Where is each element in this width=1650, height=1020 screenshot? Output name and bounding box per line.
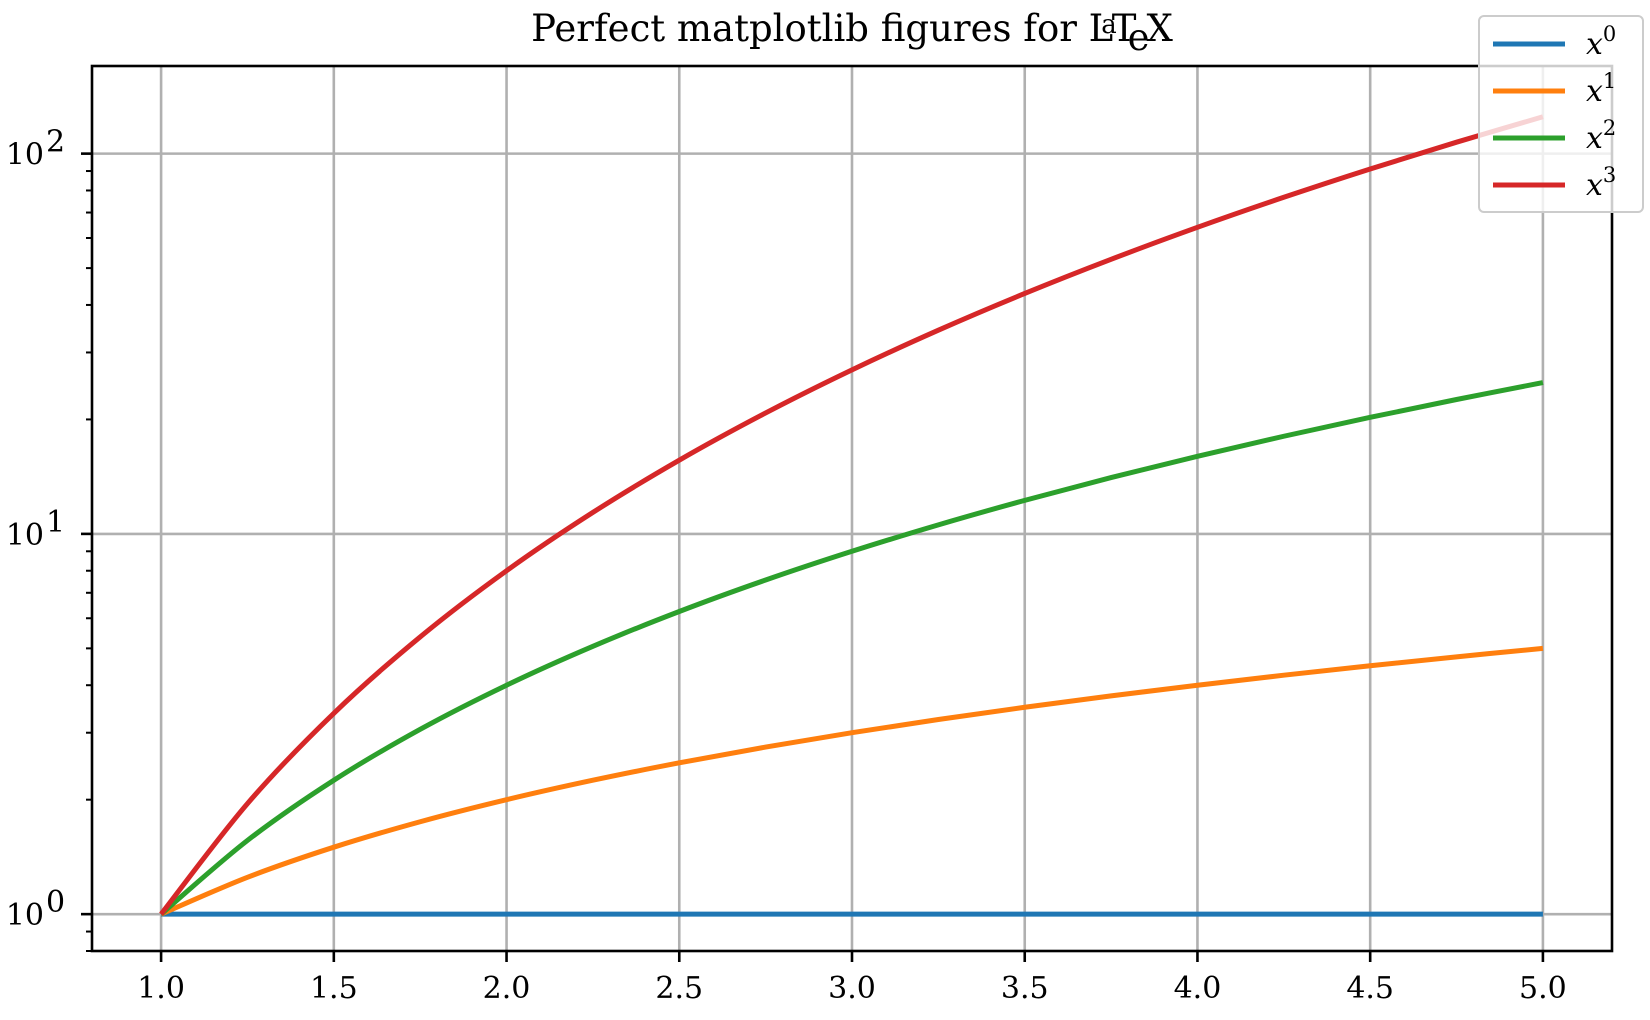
y-tick-label-exponent: 0 [46, 885, 65, 920]
x-tick-label: 2.5 [655, 971, 703, 1006]
legend-label-exponent: 2 [1603, 116, 1616, 140]
x-tick-label: 2.0 [483, 971, 531, 1006]
legend-box [1478, 15, 1644, 213]
x-tick-label: 4.0 [1174, 971, 1222, 1006]
chart-title-main: Perfect matplotlib figures for [531, 7, 1089, 50]
legend-label-exponent: 1 [1603, 69, 1616, 93]
y-tick-label: 10 [6, 898, 44, 933]
y-tick-label-exponent: 1 [46, 505, 65, 540]
latex-logo-part: X [1146, 7, 1173, 50]
latex-logo-part: T [1112, 7, 1137, 50]
plot-axes [81, 64, 1614, 962]
chart-title-text: Perfect matplotlib figures for LaTeX [531, 7, 1173, 59]
grid-lines [92, 66, 1612, 951]
x-tick-label: 5.0 [1519, 971, 1567, 1006]
series-line-x1 [160, 645, 1544, 917]
y-tick-label: 10 [6, 138, 44, 173]
x-tick-label: 4.5 [1346, 971, 1394, 1006]
legend-label-exponent: 3 [1603, 163, 1616, 187]
legend-label-exponent: 0 [1603, 22, 1616, 46]
y-tick-label: 10 [6, 518, 44, 553]
legend-item-x0: x0 [1493, 22, 1616, 62]
x-tick-label: 3.5 [1001, 971, 1049, 1006]
series-lines [159, 114, 1544, 917]
series-line-x3 [159, 114, 1544, 916]
latex-logo-part: e [1128, 16, 1150, 59]
y-tick-label-exponent: 2 [46, 125, 65, 160]
legend-item-x3: x3 [1493, 163, 1616, 203]
series-line-x2 [159, 380, 1544, 917]
chart-title: Perfect matplotlib figures for LaTeX [531, 7, 1173, 59]
x-tick-label: 3.0 [828, 971, 876, 1006]
legend-item-x2: x2 [1493, 116, 1616, 156]
x-tick-label: 1.0 [137, 971, 185, 1006]
latex-logo-part: L [1089, 7, 1114, 50]
x-tick-label: 1.5 [310, 971, 358, 1006]
latex-logo-part: a [1101, 10, 1117, 40]
